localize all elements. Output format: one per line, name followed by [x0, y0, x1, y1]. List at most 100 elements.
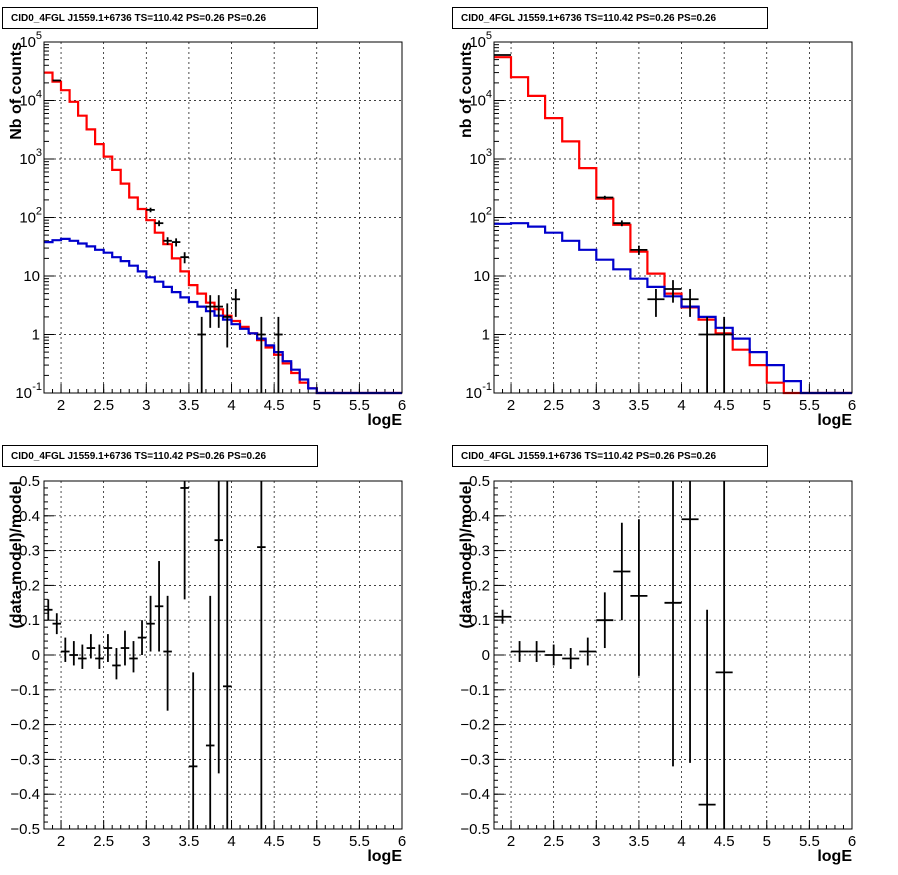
x-tick-label: 2	[507, 397, 515, 414]
chart-title-top-right: CID0_4FGL J1559.1+6736 TS=110.42 PS=0.26…	[452, 7, 768, 29]
y-tick-label: 10	[23, 268, 40, 285]
y-tick-label: 10	[19, 34, 36, 51]
data-point	[257, 316, 266, 393]
y-tick-label: −0.4	[10, 786, 40, 803]
data-point	[715, 481, 733, 829]
data-point	[146, 595, 155, 652]
data-point	[44, 599, 53, 621]
x-tick-label: 4.5	[264, 397, 285, 414]
data-point	[647, 288, 665, 317]
x-tick-label: 3.5	[178, 833, 199, 850]
data-point	[61, 637, 70, 662]
y-tick-exponent: -1	[32, 381, 42, 393]
chart-title-bottom-right: CID0_4FGL J1559.1+6736 TS=110.42 PS=0.26…	[452, 445, 768, 467]
y-tick-label: −0.3	[10, 751, 40, 768]
data-point	[52, 79, 62, 82]
total_model-histogram	[44, 71, 402, 395]
data-point	[86, 634, 96, 659]
y-tick-label: 10	[15, 385, 32, 402]
data-point	[664, 280, 682, 303]
x-tick-label: 2	[57, 833, 65, 850]
data-point	[494, 609, 512, 624]
y-tick-label: 10	[473, 268, 490, 285]
chart-title-bottom-left: CID0_4FGL J1559.1+6736 TS=110.42 PS=0.26…	[2, 445, 318, 467]
y-axis-title: Nb of counts	[8, 42, 25, 140]
data-point	[698, 609, 716, 829]
x-tick-label: 3	[142, 397, 150, 414]
y-tick-label: 0.3	[19, 543, 40, 560]
x-tick-label: 5	[763, 397, 771, 414]
y-tick-label: −0.5	[10, 821, 40, 838]
x-tick-label: 3.5	[628, 397, 649, 414]
x-tick-label: 4.5	[714, 397, 735, 414]
data-point	[562, 648, 580, 669]
y-axis-title: (data-model)/model	[458, 481, 475, 629]
x-axis-title: logE	[817, 848, 852, 865]
data-point	[613, 522, 631, 621]
x-tick-label: 2	[57, 397, 65, 414]
y-tick-label: −0.1	[10, 682, 40, 699]
x-tick-label: 4	[227, 833, 235, 850]
data-point	[69, 641, 79, 666]
y-tick-label: 0.1	[19, 612, 40, 629]
x-tick-label: 2.5	[543, 833, 564, 850]
data-point	[528, 641, 546, 662]
data-point	[205, 595, 215, 829]
y-tick-label: 10	[19, 151, 36, 168]
y-tick-label: 0	[32, 647, 40, 664]
data-point	[257, 481, 266, 829]
x-tick-label: 2	[507, 833, 515, 850]
x-axis-title: logE	[367, 848, 402, 865]
x-tick-label: 5.5	[349, 833, 370, 850]
x-tick-label: 4.5	[714, 833, 735, 850]
x-tick-label: 6	[398, 397, 406, 414]
y-tick-exponent: 4	[36, 89, 42, 101]
plot-br: 2 2.5 3 3.5 4 4.5 5 5.5 6 −0.5 −0.4 −0.3 −0.2 −0.1 0 0.…	[458, 473, 856, 865]
y-tick-label: 0	[482, 647, 490, 664]
x-tick-label: 6	[848, 397, 856, 414]
data-point	[511, 641, 529, 662]
plot-frame	[43, 480, 403, 830]
data-point	[103, 634, 113, 662]
data-point	[214, 295, 223, 328]
x-tick-label: 2.5	[93, 833, 114, 850]
y-tick-label: 0.2	[469, 577, 490, 594]
y-tick-label: −0.3	[460, 751, 490, 768]
data-point	[163, 237, 172, 245]
y-tick-label: 1	[32, 327, 40, 344]
y-tick-label: 0.4	[469, 508, 490, 525]
x-tick-label: 6	[848, 833, 856, 850]
data-point	[154, 220, 164, 227]
data-point	[205, 295, 215, 328]
data-point	[52, 613, 62, 635]
data-point	[180, 481, 189, 600]
y-tick-label: 0.5	[19, 473, 40, 490]
data-point	[223, 481, 232, 829]
data-point	[214, 481, 223, 774]
data-point	[129, 641, 138, 673]
y-tick-exponent: 3	[36, 147, 42, 159]
plot-frame	[493, 41, 853, 394]
data-point	[78, 644, 87, 669]
x-axis-title: logE	[367, 412, 402, 429]
y-tick-exponent: 4	[486, 89, 492, 101]
total_model-histogram	[494, 56, 852, 395]
x-tick-label: 4	[677, 833, 685, 850]
y-tick-label: 10	[469, 151, 486, 168]
data-point	[154, 561, 164, 652]
data-point	[231, 288, 241, 317]
data-point	[223, 303, 232, 348]
data-point	[664, 481, 682, 767]
data-point	[274, 316, 283, 393]
chart-title-top-left: CID0_4FGL J1559.1+6736 TS=110.42 PS=0.26…	[2, 7, 318, 29]
x-tick-label: 4	[677, 397, 685, 414]
data-point	[630, 245, 648, 255]
background_model-histogram	[44, 237, 402, 395]
x-tick-label: 3	[142, 833, 150, 850]
x-tick-label: 5.5	[349, 397, 370, 414]
x-tick-label: 5.5	[799, 833, 820, 850]
y-tick-label: 10	[465, 385, 482, 402]
y-tick-label: 0.2	[19, 577, 40, 594]
